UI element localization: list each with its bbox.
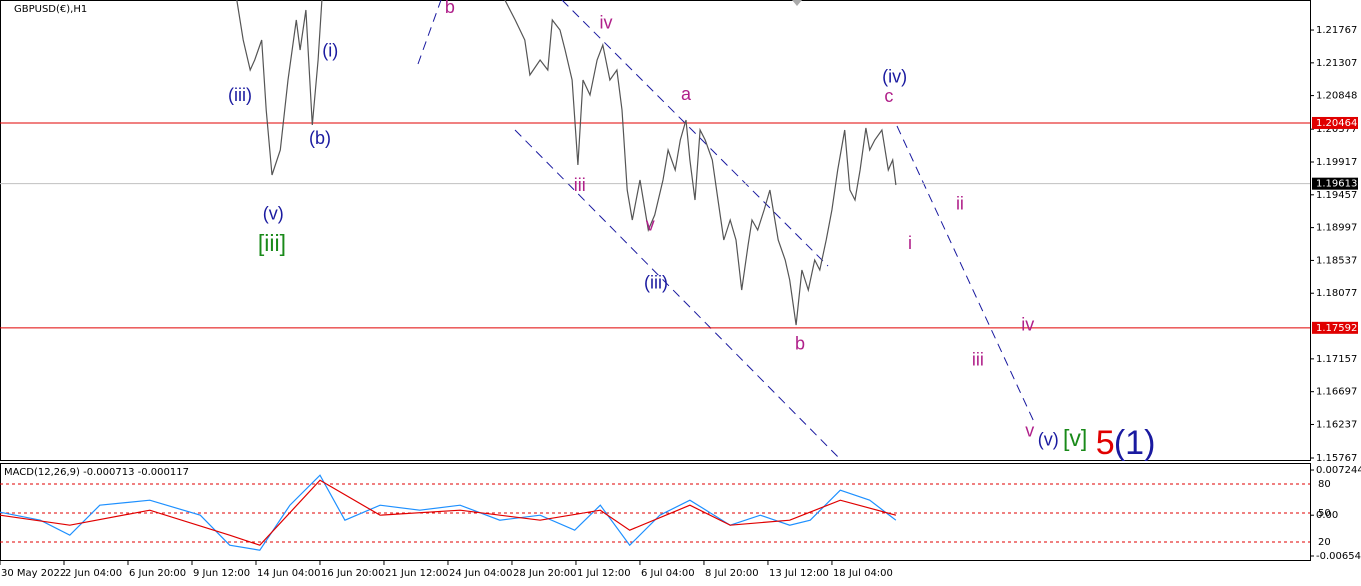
wave-label: iii	[574, 175, 586, 195]
y-tick-label: 1.19457	[1316, 190, 1357, 201]
price-tag	[1312, 177, 1358, 190]
y-tick-label: 1.21307	[1316, 58, 1357, 69]
y-tick-label: 1.20848	[1316, 91, 1357, 102]
wave-label: b	[445, 0, 455, 17]
wave-label: 5	[1096, 424, 1115, 462]
y-tick-label: 0.00	[1316, 510, 1338, 521]
x-tick-label: 14 Jun 04:00	[257, 568, 321, 579]
y-tick-label: 1.16237	[1316, 419, 1357, 430]
wave-label: (v)	[1038, 430, 1059, 450]
x-tick-label: 18 Jul 04:00	[833, 568, 893, 579]
wave-label: iii	[972, 350, 984, 370]
x-tick-label: 2 Jun 04:00	[65, 568, 122, 579]
plot-area	[0, 474, 1310, 551]
price-line	[0, 479, 897, 546]
wave-label: v	[1025, 421, 1034, 441]
y-tick-label: -0.00654	[1316, 551, 1361, 562]
price-tag	[1312, 116, 1358, 129]
trendlines	[417, 0, 1036, 460]
wave-label: (iii)	[644, 273, 668, 293]
y-tick-label: 1.15767	[1316, 453, 1357, 464]
x-tick-label: 28 Jun 20:00	[513, 568, 577, 579]
x-tick-label: 30 May 2022	[1, 568, 66, 579]
wave-label: iv	[600, 13, 613, 33]
x-tick-label: 6 Jun 20:00	[129, 568, 186, 579]
main-panel	[0, 0, 1311, 461]
y-tick-label: 1.21767	[1316, 25, 1357, 36]
wave-label: (i)	[322, 41, 338, 61]
trendline	[417, 0, 442, 65]
wave-label: b	[795, 334, 805, 354]
x-tick-label: 24 Jun 04:00	[449, 568, 513, 579]
y-tick-label: 1.18077	[1316, 288, 1357, 299]
wave-label: c	[884, 86, 893, 106]
y-tick-label: 1.16697	[1316, 387, 1357, 398]
x-tick-label: 16 Jun 20:00	[321, 568, 385, 579]
x-tick-label: 13 Jul 12:00	[769, 568, 829, 579]
y-tick-label: 1.18997	[1316, 223, 1357, 234]
y-tick-label: 1.17157	[1316, 354, 1357, 365]
wave-label: v	[646, 215, 655, 235]
price-tag	[1312, 321, 1358, 334]
wave-label: (iii)	[228, 85, 252, 105]
period-marker	[792, 0, 802, 6]
wave-label: (b)	[309, 128, 331, 148]
price-tag-label: 1.20464	[1316, 118, 1357, 129]
wave-label: (1)	[1114, 424, 1156, 462]
wave-label: i	[908, 233, 912, 253]
wave-label: ii	[956, 194, 964, 214]
plot-area	[0, 0, 1310, 329]
chart-title: GBPUSD(€),H1	[14, 4, 87, 15]
macd-title: MACD(12,26,9) -0.000713 -0.000117	[4, 467, 189, 478]
wave-label: a	[681, 84, 692, 104]
y-tick-label: 0.007244	[1316, 465, 1361, 476]
x-tick-label: 1 Jul 12:00	[577, 568, 631, 579]
y2-tick-label: 50	[1318, 508, 1331, 519]
trendline	[561, 0, 829, 267]
x-tick-label: 8 Jul 20:00	[705, 568, 759, 579]
wave-label: [iii]	[258, 230, 286, 256]
wave-label: (iv)	[882, 67, 907, 87]
y2-tick-label: 20	[1318, 537, 1331, 548]
wave-label: iv	[1021, 315, 1034, 335]
y-tick-label: 1.20377	[1316, 124, 1357, 135]
price-tag-label: 1.19613	[1316, 179, 1357, 190]
y2-tick-label: 80	[1318, 479, 1331, 490]
y-tick-label: 1.18537	[1316, 255, 1357, 266]
wave-label: (v)	[263, 204, 284, 224]
trendline	[514, 129, 842, 460]
price-tag-label: 1.17592	[1316, 323, 1357, 334]
wave-label: [v]	[1063, 425, 1087, 451]
trendline	[896, 125, 1036, 425]
x-tick-label: 9 Jun 12:00	[193, 568, 250, 579]
x-tick-label: 21 Jun 12:00	[385, 568, 449, 579]
y-tick-label: 1.19917	[1316, 157, 1357, 168]
macd-panel	[0, 463, 1311, 561]
x-tick-label: 6 Jul 04:00	[641, 568, 695, 579]
price-line	[236, 0, 897, 326]
